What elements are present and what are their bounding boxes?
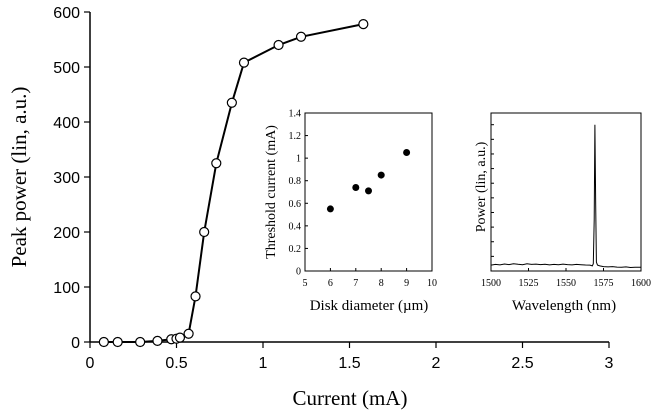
main-x-tick-label: 3 xyxy=(605,355,614,372)
main-x-ticks: 0 0.5 1 1.5 2 2.5 3 xyxy=(86,342,614,372)
inset-threshold-y-tick-label: 0.6 xyxy=(289,199,302,210)
inset-spectrum-chart: 1500 1525 1550 1575 1600 Wavelength (nm) Pow… xyxy=(474,112,651,314)
main-x-tick-label: 2 xyxy=(432,355,441,372)
inset-threshold-y-tick-label: 0.8 xyxy=(289,176,302,187)
main-data-point xyxy=(174,332,186,343)
inset-spectrum-x-tick-label: 1525 xyxy=(519,278,539,289)
inset-spectrum-x-ticks: 1500 1525 1550 1575 1600 xyxy=(481,268,651,289)
inset-threshold-x-tick-label: 7 xyxy=(353,278,358,289)
main-data-point xyxy=(295,31,307,42)
inset-threshold-y-tick-label: 0 xyxy=(296,267,301,278)
inset-spectrum-y-axis-label: Power (lin, a.u.) xyxy=(474,141,489,232)
main-data-point xyxy=(211,158,222,169)
main-y-tick-label: 200 xyxy=(53,225,80,242)
main-y-tick-label: 0 xyxy=(71,335,80,352)
inset-threshold-data-point xyxy=(403,149,411,156)
main-y-tick-label: 500 xyxy=(53,60,80,77)
inset-threshold-x-tick-label: 8 xyxy=(379,278,384,289)
inset-threshold-x-tick-label: 6 xyxy=(328,278,333,289)
inset-threshold-y-tick-label: 1 xyxy=(296,154,301,165)
main-x-axis-label: Current (mA) xyxy=(293,386,408,410)
main-data-point xyxy=(112,336,123,348)
inset-threshold-chart: 5 6 7 8 9 10 0 0.2 0.4 0.6 0.8 1 1.2 1.4 Disk diamet… xyxy=(264,109,437,315)
inset-threshold-y-tick-label: 1.4 xyxy=(289,109,302,120)
main-y-tick-label: 600 xyxy=(53,5,80,22)
main-series-line xyxy=(103,23,364,343)
main-x-tick-label: 0 xyxy=(86,355,95,372)
main-x-tick-label: 1.5 xyxy=(338,355,360,372)
main-series xyxy=(98,19,369,348)
main-data-point xyxy=(135,336,146,348)
inset-threshold-x-axis-label: Disk diameter (µm) xyxy=(310,298,429,314)
main-data-point xyxy=(238,57,250,68)
inset-threshold-y-axis-label: Threshold current (mA) xyxy=(264,125,279,259)
inset-threshold-data-point xyxy=(326,205,334,213)
inset-threshold-series xyxy=(326,149,411,213)
main-data-point xyxy=(273,39,284,51)
inset-threshold-x-tick-label: 5 xyxy=(303,278,308,289)
inset-threshold-y-tick-label: 1.2 xyxy=(289,131,302,142)
inset-threshold-data-point xyxy=(365,187,372,195)
inset-spectrum-x-tick-label: 1600 xyxy=(631,278,651,289)
inset-threshold-frame xyxy=(304,112,433,272)
main-y-axis-label: Peak power (lin, a.u.) xyxy=(7,87,31,268)
inset-threshold-y-tick-label: 0.2 xyxy=(289,244,302,255)
main-y-tick-label: 300 xyxy=(53,170,80,187)
inset-threshold-y-ticks: 0 0.2 0.4 0.6 0.8 1 1.2 1.4 xyxy=(289,109,308,278)
main-y-ticks: 0 100 200 300 400 500 600 xyxy=(53,5,90,352)
main-x-tick-label: 2.5 xyxy=(511,355,533,372)
inset-spectrum-x-tick-label: 1550 xyxy=(556,278,576,289)
inset-threshold-data-point xyxy=(352,183,360,191)
inset-threshold-x-tick-label: 10 xyxy=(427,278,437,289)
inset-spectrum-y-ticks xyxy=(491,124,494,272)
inset-spectrum-frame xyxy=(490,112,642,272)
main-data-point xyxy=(199,226,210,238)
main-data-point xyxy=(190,291,201,302)
inset-threshold-y-tick-label: 0.4 xyxy=(289,221,302,232)
main-data-point xyxy=(98,336,109,348)
main-y-tick-label: 100 xyxy=(53,280,80,297)
inset-spectrum-series xyxy=(490,124,642,269)
inset-threshold-x-ticks: 5 6 7 8 9 10 xyxy=(303,268,437,289)
main-data-point xyxy=(183,328,194,339)
main-x-tick-label: 1 xyxy=(259,355,268,372)
main-data-point xyxy=(358,19,369,30)
main-x-tick-label: 0.5 xyxy=(165,355,187,372)
inset-threshold-x-tick-label: 9 xyxy=(404,278,409,289)
inset-spectrum-x-axis-label: Wavelength (nm) xyxy=(512,298,616,314)
inset-spectrum-x-tick-label: 1500 xyxy=(481,278,501,289)
inset-threshold-data-point xyxy=(377,171,385,179)
main-y-tick-label: 400 xyxy=(53,115,80,132)
inset-spectrum-x-tick-label: 1575 xyxy=(594,278,614,289)
main-data-point xyxy=(152,335,163,346)
inset-spectrum-line xyxy=(490,124,642,269)
main-data-point xyxy=(226,97,237,108)
